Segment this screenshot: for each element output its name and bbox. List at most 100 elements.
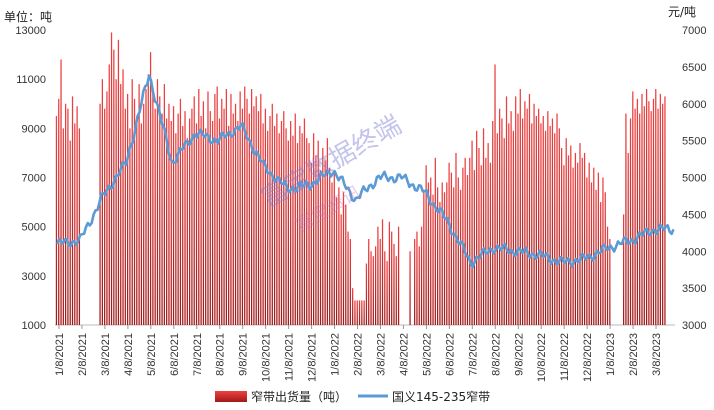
- bar: [551, 118, 554, 325]
- bar: [101, 79, 103, 325]
- bar: [319, 170, 322, 326]
- bar: [310, 162, 312, 325]
- bar: [69, 140, 71, 326]
- legend: 窄带出货量（吨） 国义145-235窄带: [215, 389, 490, 404]
- right-axis-ticks: 3000 3500 4000 4500 5000 5500 6000 6500 7000: [682, 25, 706, 332]
- left-axis-ticks: 1000 3000 5000 7000 9000 11000 13000: [15, 25, 46, 332]
- left-tick-label: 13000: [15, 25, 46, 37]
- bar: [269, 116, 271, 325]
- bar: [443, 192, 446, 325]
- bar: [521, 118, 524, 325]
- bar: [198, 89, 200, 325]
- bar: [147, 74, 149, 325]
- x-axis-ticks: 1/8/2021 2/8/2021 3/8/2021 4/8/2021 5/8/2021…: [54, 325, 663, 382]
- bar: [333, 172, 335, 325]
- left-tick-label: 7000: [22, 173, 46, 185]
- bar: [409, 251, 411, 325]
- bar: [145, 89, 147, 325]
- bar: [583, 152, 586, 325]
- left-tick-label: 9000: [22, 123, 46, 135]
- bar: [161, 113, 163, 325]
- bar: [464, 157, 466, 325]
- bar: [331, 182, 333, 325]
- bar: [501, 118, 503, 325]
- x-tick-label: 3/8/2023: [651, 333, 663, 376]
- bar: [379, 238, 381, 325]
- bar: [255, 96, 257, 326]
- bar: [133, 98, 136, 325]
- bar: [358, 300, 361, 325]
- bar: [273, 125, 276, 326]
- bar: [244, 86, 246, 325]
- x-tick-label: 1/8/2021: [54, 333, 66, 376]
- bar: [264, 108, 267, 325]
- bar: [496, 133, 498, 325]
- bar: [604, 192, 606, 325]
- x-tick-label: 2/8/2021: [77, 333, 89, 376]
- bar: [71, 96, 74, 326]
- bar: [540, 123, 542, 325]
- x-tick-label: 3/8/2022: [375, 333, 387, 376]
- bar: [489, 162, 492, 325]
- bar: [652, 98, 655, 325]
- bar: [508, 123, 510, 325]
- bar: [498, 108, 501, 325]
- bar: [60, 59, 62, 325]
- bar: [453, 187, 455, 325]
- bar: [625, 113, 627, 325]
- bar: [370, 251, 372, 325]
- right-tick-label: 5000: [682, 173, 706, 185]
- x-tick-label: 7/8/2021: [192, 333, 204, 376]
- bar: [342, 192, 345, 325]
- bar: [303, 118, 306, 325]
- x-tick-label: 8/8/2021: [215, 333, 227, 376]
- bar: [129, 128, 131, 325]
- bar: [606, 226, 609, 325]
- bar: [632, 91, 634, 326]
- x-tick-label: 6/8/2021: [169, 333, 181, 376]
- right-tick-label: 7000: [682, 25, 706, 37]
- bar: [225, 89, 227, 325]
- bar: [393, 243, 395, 326]
- right-unit-label: 元/吨: [668, 5, 696, 19]
- x-tick-label: 7/8/2022: [467, 333, 479, 376]
- bar: [473, 170, 475, 326]
- bar: [340, 214, 342, 326]
- bar: [416, 231, 418, 325]
- legend-bar-label: 窄带出货量（吨）: [251, 389, 347, 404]
- bar: [168, 103, 170, 325]
- bar: [172, 106, 175, 326]
- bar: [163, 84, 165, 325]
- bar: [276, 113, 278, 325]
- bar: [317, 140, 319, 326]
- x-tick-label: 10/8/2022: [536, 333, 548, 382]
- bar: [517, 113, 519, 325]
- bar: [62, 128, 64, 325]
- x-tick-label: 1/8/2022: [330, 333, 342, 376]
- left-tick-label: 11000: [16, 74, 46, 86]
- bar: [140, 123, 143, 325]
- bar: [271, 103, 273, 325]
- bar: [67, 108, 69, 325]
- bar: [503, 138, 505, 325]
- bar: [423, 189, 425, 325]
- bar: [188, 118, 191, 325]
- bar: [418, 246, 420, 325]
- x-tick-label: 4/8/2021: [123, 333, 135, 376]
- bar: [143, 103, 145, 325]
- x-tick-label: 8/8/2022: [490, 333, 502, 376]
- bar: [262, 123, 264, 325]
- right-tick-label: 4500: [682, 209, 706, 221]
- bar: [643, 106, 645, 326]
- bar: [131, 79, 133, 325]
- bar: [170, 120, 172, 326]
- bar: [356, 300, 358, 325]
- bar: [253, 106, 255, 326]
- bar: [152, 91, 154, 326]
- bar: [214, 93, 216, 325]
- bar: [74, 123, 76, 325]
- bar: [556, 113, 558, 325]
- bar: [554, 133, 556, 325]
- left-unit-label: 单位：吨: [4, 9, 52, 24]
- bar: [485, 157, 487, 325]
